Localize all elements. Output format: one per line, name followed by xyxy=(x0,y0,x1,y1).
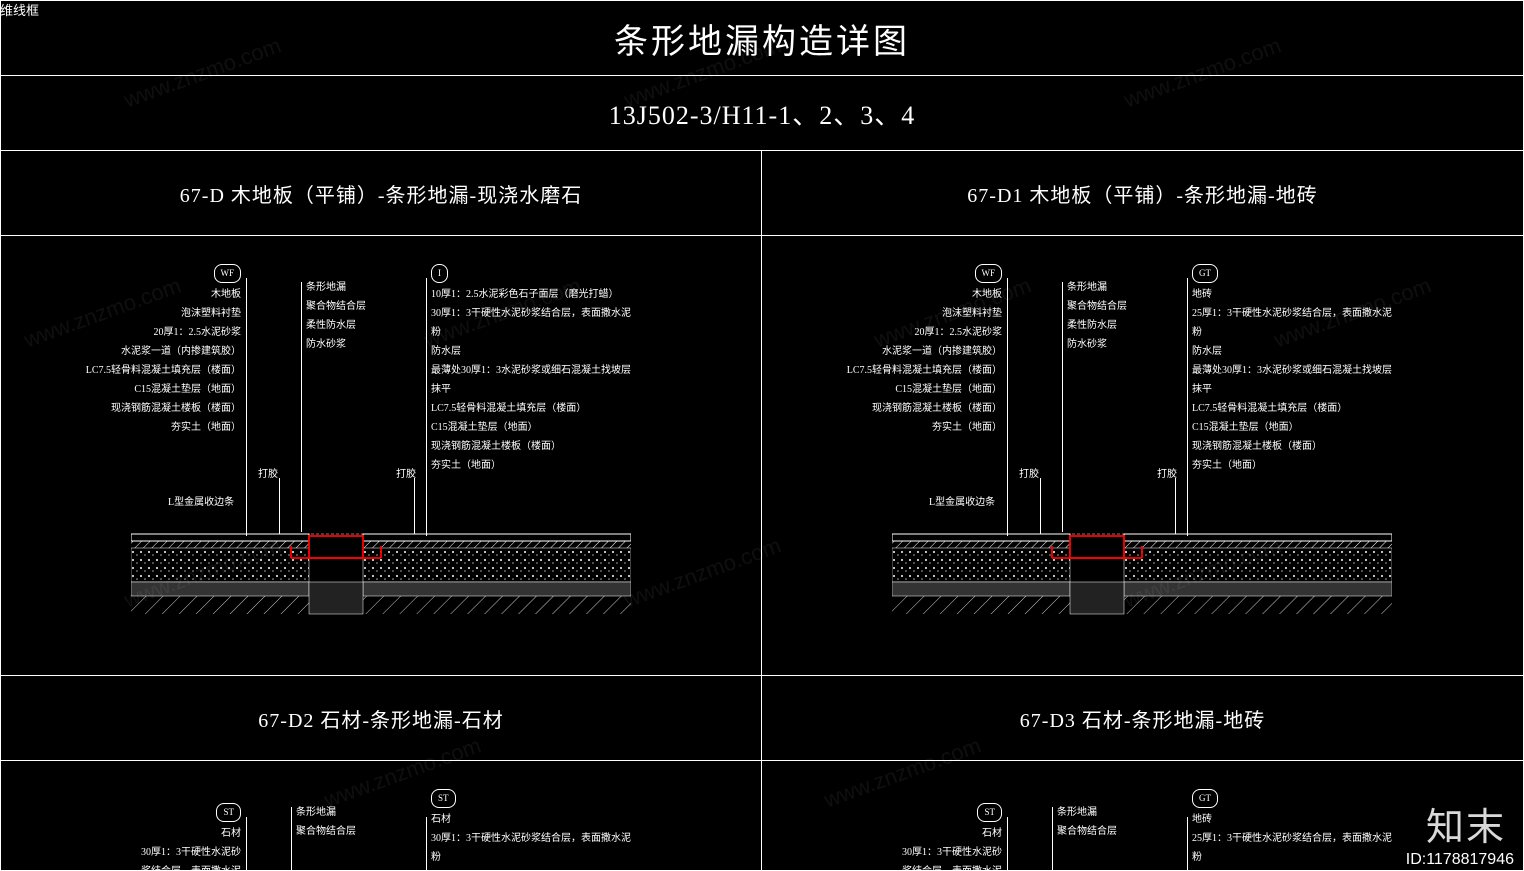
right-tag-67d1: GT xyxy=(1192,264,1218,283)
cross-section-67d xyxy=(131,526,631,626)
corner-label: 维线框 xyxy=(0,0,39,19)
dajiao-label-right: 打胶 xyxy=(396,465,416,480)
left-annotations-67d: WF 木地板 泡沫塑料衬垫 20厚1：2.5水泥砂浆 水泥浆一道（内掺建筑胶） … xyxy=(61,264,241,437)
right-annotations-67d: I 10厚1：2.5水泥彩色石子面层（磨光打蜡） 30厚1：3干硬性水泥砂浆结合… xyxy=(431,264,631,475)
diagram-row-2: ST 石材 30厚1：3干硬性水泥砂浆结合层，表面撒水泥粉 条形地漏 聚合物结合… xyxy=(1,761,1523,871)
left-annotations-67d1: WF 木地板 泡沫塑料衬垫 20厚1：2.5水泥砂浆 水泥浆一道（内掺建筑胶） … xyxy=(822,264,1002,437)
right-tag-67d2: ST xyxy=(431,789,456,808)
left-tag-67d2: ST xyxy=(216,803,241,822)
l-edge-label: L型金属收边条 xyxy=(168,493,234,508)
section-heading-67d3: 67-D3 石材-条形地漏-地砖 xyxy=(762,676,1523,761)
center-annotations-67d2: 条形地漏 聚合物结合层 xyxy=(296,803,416,841)
dajiao-label-right-d1: 打胶 xyxy=(1157,465,1177,480)
image-id: ID:1178817946 xyxy=(1406,851,1514,869)
center-annotations-67d3: 条形地漏 聚合物结合层 xyxy=(1057,803,1177,841)
section-heading-67d: 67-D 木地板（平铺）-条形地漏-现浇水磨石 xyxy=(1,151,762,236)
diagram-67d2: ST 石材 30厚1：3干硬性水泥砂浆结合层，表面撒水泥粉 条形地漏 聚合物结合… xyxy=(1,761,762,871)
dajiao-label-left-d1: 打胶 xyxy=(1019,465,1039,480)
section-heading-67d1: 67-D1 木地板（平铺）-条形地漏-地砖 xyxy=(762,151,1523,236)
right-annotations-67d3: GT 地砖 25厚1：3干硬性水泥砂浆结合层，表面撒水泥粉 xyxy=(1192,789,1392,867)
left-annotations-67d2: ST 石材 30厚1：3干硬性水泥砂浆结合层，表面撒水泥粉 xyxy=(141,803,241,871)
section-headers-row-1: 67-D 木地板（平铺）-条形地漏-现浇水磨石 67-D1 木地板（平铺）-条形… xyxy=(1,151,1523,236)
center-annotations-67d: 条形地漏 聚合物结合层 柔性防水层 防水砂浆 xyxy=(306,278,426,354)
left-tag-67d1: WF xyxy=(975,264,1003,283)
diagram-67d: WF 木地板 泡沫塑料衬垫 20厚1：2.5水泥砂浆 水泥浆一道（内掺建筑胶） … xyxy=(1,236,762,676)
center-annotations-67d1: 条形地漏 聚合物结合层 柔性防水层 防水砂浆 xyxy=(1067,278,1187,354)
brand-watermark: 知末 xyxy=(1426,796,1506,851)
section-heading-67d2: 67-D2 石材-条形地漏-石材 xyxy=(1,676,762,761)
cross-section-67d1 xyxy=(892,526,1392,626)
right-tag-67d: I xyxy=(431,264,448,283)
main-container: 条形地漏构造详图 13J502-3/H11-1、2、3、4 67-D 木地板（平… xyxy=(0,0,1524,871)
diagram-67d1: WF 木地板 泡沫塑料衬垫 20厚1：2.5水泥砂浆 水泥浆一道（内掺建筑胶） … xyxy=(762,236,1523,676)
diagram-row-1: WF 木地板 泡沫塑料衬垫 20厚1：2.5水泥砂浆 水泥浆一道（内掺建筑胶） … xyxy=(1,236,1523,676)
right-annotations-67d1: GT 地砖 25厚1：3干硬性水泥砂浆结合层，表面撒水泥粉 防水层 最薄处30厚… xyxy=(1192,264,1392,475)
right-annotations-67d2: ST 石材 30厚1：3干硬性水泥砂浆结合层，表面撒水泥粉 xyxy=(431,789,631,867)
dajiao-label-left: 打胶 xyxy=(258,465,278,480)
section-headers-row-2: 67-D2 石材-条形地漏-石材 67-D3 石材-条形地漏-地砖 xyxy=(1,676,1523,761)
page-subtitle: 13J502-3/H11-1、2、3、4 xyxy=(1,76,1523,151)
l-edge-label-d1: L型金属收边条 xyxy=(929,493,995,508)
left-tag-67d: WF xyxy=(214,264,242,283)
page-title: 条形地漏构造详图 xyxy=(1,1,1523,76)
right-tag-67d3: GT xyxy=(1192,789,1218,808)
left-tag-67d3: ST xyxy=(977,803,1002,822)
left-annotations-67d3: ST 石材 30厚1：3干硬性水泥砂浆结合层，表面撒水泥粉 xyxy=(902,803,1002,871)
